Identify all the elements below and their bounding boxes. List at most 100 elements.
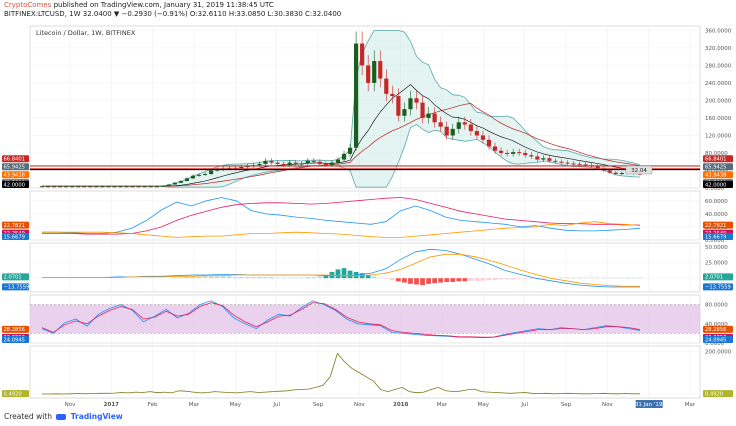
histogram-bar xyxy=(220,276,226,279)
candle-body xyxy=(82,186,87,188)
price-label-tag-left xyxy=(2,390,29,398)
x-tick-label: Jul xyxy=(520,402,528,408)
histogram-bar xyxy=(263,276,268,279)
candle-body xyxy=(354,43,359,148)
y-tick-label: 80.0000 xyxy=(705,151,728,157)
candle-body xyxy=(595,166,600,169)
candle-body xyxy=(366,65,371,83)
candle-body xyxy=(619,173,624,175)
histogram-bar xyxy=(402,278,407,283)
histogram-bar xyxy=(275,277,280,279)
candle-body xyxy=(275,162,280,164)
histogram-bar xyxy=(311,276,317,279)
price-label-value: 43.9438 xyxy=(705,173,726,179)
publication-info: published on TradingView.com, January 31… xyxy=(53,1,274,9)
y-tick-label: 0.0000 xyxy=(705,238,725,244)
candle-body xyxy=(511,152,516,154)
histogram-bar xyxy=(456,278,462,282)
price-label-value: −13.7559 xyxy=(705,285,731,291)
histogram-bar xyxy=(589,277,595,279)
candle-body xyxy=(130,186,135,188)
tradingview-brand[interactable]: TradingView xyxy=(70,412,123,421)
candle-body xyxy=(378,61,383,79)
histogram-bar xyxy=(595,277,601,279)
y-tick-label: 280.0000 xyxy=(705,63,732,69)
chart-title: Litecoin / Dollar, 1W, BITFINEX xyxy=(36,29,136,37)
candle-body xyxy=(154,186,159,188)
y-tick-label: 60.0000 xyxy=(705,199,728,205)
tradingview-logo-icon xyxy=(56,414,67,420)
price-label-value-left: 42.0000 xyxy=(4,182,25,188)
pane-5-frame xyxy=(29,345,701,399)
histogram-bar xyxy=(625,277,631,279)
histogram-bar xyxy=(444,278,450,282)
footer: Created with TradingView xyxy=(4,412,123,421)
histogram-bar xyxy=(468,278,474,281)
candle-body xyxy=(39,186,45,188)
histogram-bar xyxy=(565,277,570,279)
candle-body xyxy=(257,163,262,166)
x-tick-label: 2018 xyxy=(393,402,408,408)
histogram-bar xyxy=(178,277,184,279)
histogram-bar xyxy=(287,277,293,279)
histogram-bar xyxy=(613,277,619,279)
candle-body xyxy=(372,61,377,83)
candle-body xyxy=(396,96,401,116)
author-link[interactable]: CryptoComes xyxy=(4,1,52,9)
histogram-bar xyxy=(244,276,250,279)
y-tick-label: 200.0000 xyxy=(705,349,732,355)
candle-body xyxy=(58,186,63,188)
histogram-bar xyxy=(637,277,643,279)
price-label-value-left: 22.7821 xyxy=(4,223,25,229)
indicator-line xyxy=(42,221,641,238)
price-label-tag xyxy=(703,181,733,188)
candle-body xyxy=(124,186,129,188)
histogram-bar xyxy=(196,276,202,279)
candle-body xyxy=(571,163,576,165)
price-label-value: 42.0000 xyxy=(705,182,726,188)
histogram-bar xyxy=(269,276,274,279)
candle-body xyxy=(426,113,431,118)
candle-body xyxy=(263,160,268,164)
price-label-value: 22.7821 xyxy=(705,223,726,229)
candle-body xyxy=(148,186,153,188)
candle-body xyxy=(414,98,419,103)
last-price-value: 32.04 xyxy=(631,168,647,174)
price-label-tag xyxy=(703,273,733,281)
current-date-badge xyxy=(635,400,663,408)
candle-body xyxy=(136,186,141,188)
histogram-bar xyxy=(251,276,256,279)
candle-body xyxy=(184,178,190,181)
histogram-bar xyxy=(208,276,214,279)
candle-body xyxy=(142,186,147,188)
histogram-bar xyxy=(583,277,589,279)
price-label-tag xyxy=(703,221,733,229)
candle-body xyxy=(408,98,413,110)
price-label-tag-left xyxy=(2,336,29,343)
price-label-tag-left xyxy=(2,155,29,163)
candle-body xyxy=(553,160,558,162)
histogram-bar xyxy=(522,278,528,279)
x-tick-label: 31 Jan '19 xyxy=(635,402,663,408)
moving-average-line xyxy=(42,103,641,187)
candle-body xyxy=(565,162,570,164)
histogram-bar xyxy=(202,276,208,279)
y-tick-label: 360.0000 xyxy=(705,28,732,34)
price-label-value: 15.6679 xyxy=(705,234,726,240)
price-label-tag xyxy=(703,325,733,333)
price-label-tag-left xyxy=(2,273,29,281)
x-tick-label: Nov xyxy=(354,402,365,408)
candle-body xyxy=(160,185,165,187)
price-label-value-left: 0.4920 xyxy=(4,391,22,397)
candle-body xyxy=(390,93,395,97)
price-label-value: 28.2856 xyxy=(705,327,726,333)
histogram-bar xyxy=(601,277,607,279)
candle-body xyxy=(287,162,292,166)
price-label-tag-left xyxy=(2,171,29,179)
x-tick-label: Nov xyxy=(65,402,76,408)
y-tick-label: 120.0000 xyxy=(705,133,732,139)
candle-body xyxy=(583,164,588,166)
price-label-value-left: 2.0701 xyxy=(4,275,22,281)
last-price-box xyxy=(625,165,653,175)
